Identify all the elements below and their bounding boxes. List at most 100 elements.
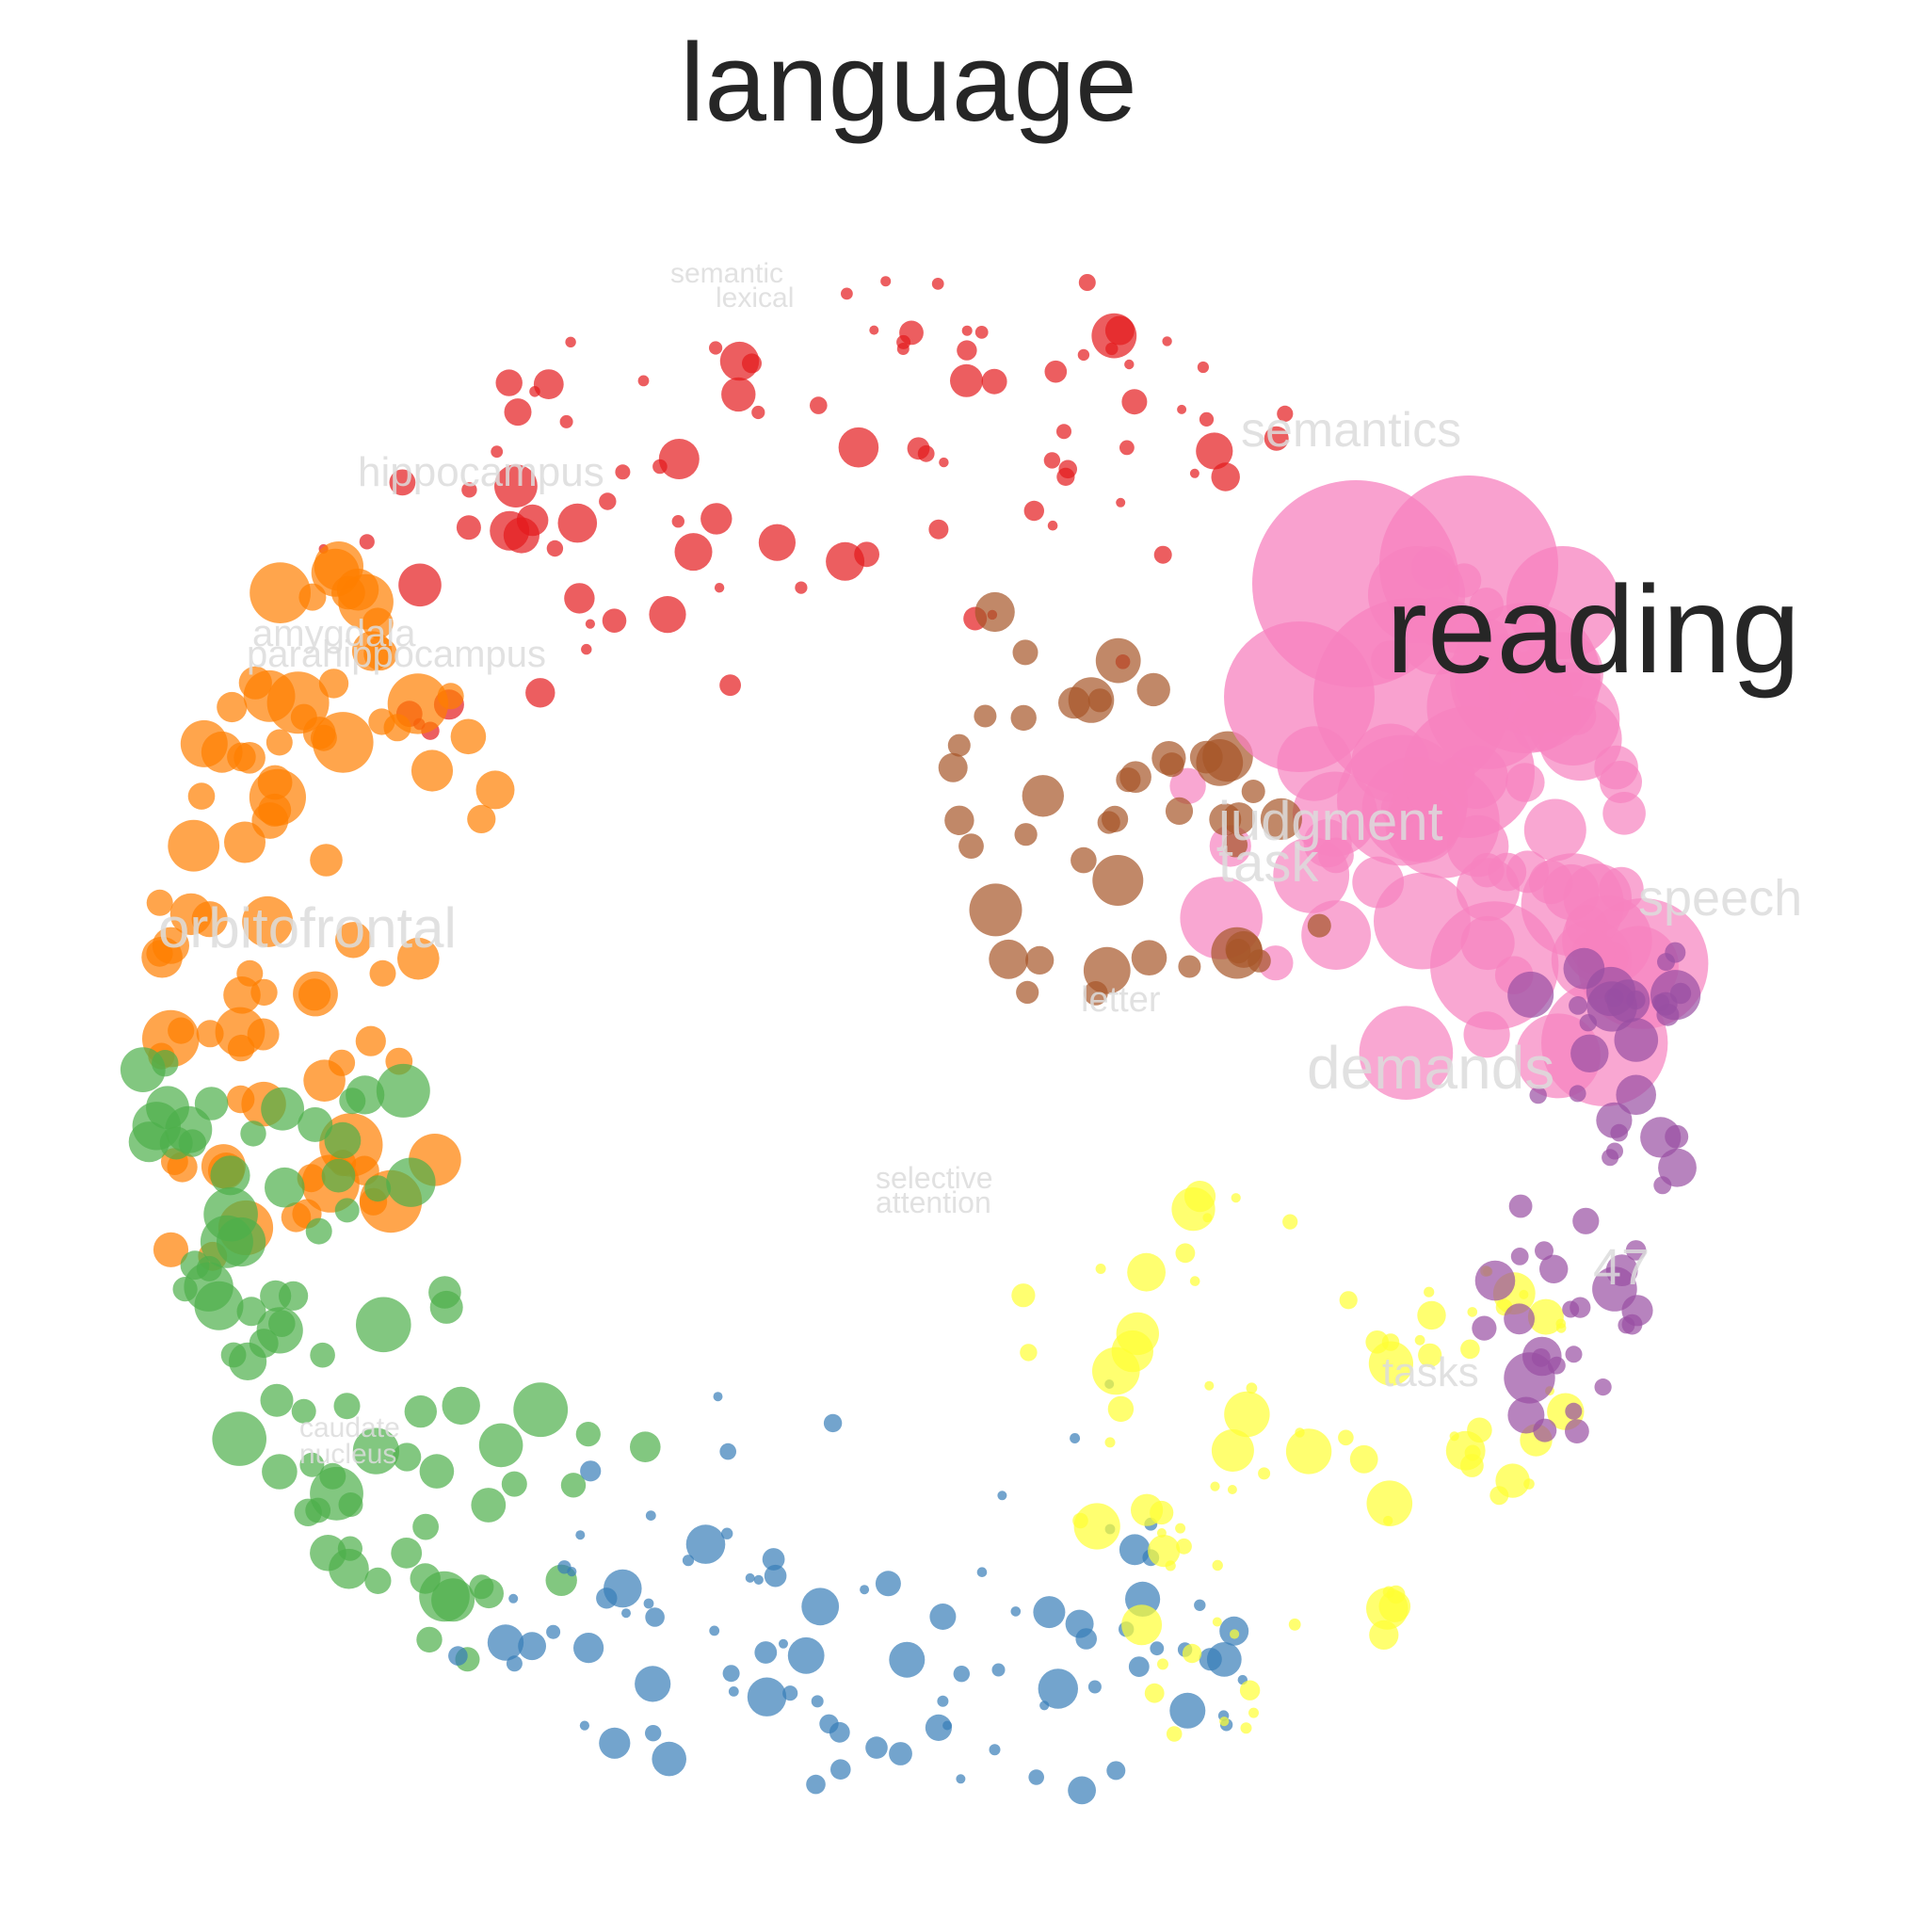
bubble-red: [1104, 315, 1135, 346]
bubble-red: [557, 503, 598, 543]
term-label-attention: attention: [876, 1185, 991, 1219]
bubble-blue: [754, 1641, 778, 1664]
bubble-orange: [196, 1020, 224, 1048]
bubble-brown: [989, 939, 1029, 979]
term-label-nucleus: nucleus: [299, 1439, 396, 1470]
bubble-green: [391, 1538, 423, 1569]
bubble-orange: [411, 749, 454, 792]
bubble-purple: [1507, 971, 1554, 1018]
bubble-blue: [1150, 1641, 1165, 1656]
bubble-red: [1121, 389, 1148, 415]
bubble-yellow: [1166, 1726, 1183, 1742]
bubble-orange: [450, 718, 487, 755]
bubble-orange: [328, 1049, 356, 1076]
term-label-demands: demands: [1307, 1034, 1554, 1102]
bubble-red: [533, 369, 564, 399]
bubble-red: [880, 276, 892, 287]
bubble-green: [442, 1386, 480, 1426]
bubble-yellow: [1092, 1346, 1140, 1395]
bubble-red: [1177, 404, 1187, 414]
bubble-blue: [722, 1665, 740, 1683]
bubble-blue: [865, 1736, 888, 1759]
bubble-pink: [1506, 850, 1549, 894]
bubble-brown: [1202, 731, 1253, 782]
bubble-blue: [1087, 1680, 1102, 1694]
bubble-red: [461, 482, 477, 498]
bubble-purple: [1565, 1346, 1583, 1363]
bubble-red: [714, 583, 725, 593]
bubble-orange: [302, 717, 336, 749]
bubble-purple: [1658, 1148, 1697, 1187]
term-label-selective: selective: [876, 1161, 993, 1195]
bubble-purple: [1539, 1254, 1569, 1284]
bubble-brown: [1087, 688, 1112, 713]
bubble-brown: [1016, 980, 1039, 1004]
bubble-red: [1124, 359, 1135, 370]
bubble-red: [751, 405, 765, 420]
bubble-red: [950, 363, 983, 397]
bubble-yellow: [1467, 1307, 1478, 1317]
bubble-yellow: [1366, 1480, 1413, 1526]
bubble-red: [1277, 405, 1294, 422]
bubble-brown: [1178, 955, 1201, 978]
bubble-red: [742, 353, 762, 374]
bubble-purple: [1621, 1314, 1643, 1335]
bubble-pink: [1318, 837, 1354, 874]
bubble-orange: [146, 889, 173, 916]
bubble-brown: [1222, 802, 1255, 835]
bubble-orange: [146, 940, 173, 967]
bubble-yellow: [1248, 1707, 1259, 1718]
bubble-purple: [1640, 1117, 1682, 1158]
bubble-green: [501, 1471, 527, 1497]
bubble-green: [419, 1454, 455, 1489]
bubble-yellow: [1182, 1643, 1202, 1664]
bubble-green: [416, 1626, 443, 1653]
bubble-red: [456, 515, 481, 540]
bubble-green: [356, 1297, 411, 1353]
bubble-purple: [1586, 966, 1635, 1017]
bubble-red: [719, 674, 741, 697]
bubble-green: [132, 1102, 181, 1151]
bubble-blue: [956, 1774, 966, 1784]
bubble-red: [917, 444, 935, 462]
bubble-pink: [1523, 798, 1586, 862]
bubble-pink: [1169, 767, 1206, 804]
bubble-purple: [1533, 1418, 1557, 1443]
bubble-purple: [1605, 1254, 1638, 1286]
bubble-blue: [580, 1460, 602, 1482]
bubble-red: [599, 492, 617, 510]
bubble-green: [419, 1571, 470, 1622]
term-label-amygdala: amygdala: [252, 613, 416, 654]
term-label-caudate: caudate: [299, 1412, 400, 1443]
bubble-orange: [355, 1025, 386, 1056]
bubble-green: [260, 1280, 292, 1312]
bubble-yellow: [1339, 1291, 1358, 1310]
bubble-orange: [397, 937, 440, 980]
bubble-purple: [1570, 1034, 1609, 1073]
bubble-orange: [217, 691, 248, 723]
bubble-blue: [997, 1491, 1007, 1501]
bubble-red: [525, 678, 555, 708]
bubble-brown: [947, 733, 971, 757]
bubble-red: [1211, 462, 1240, 492]
bubble-purple: [1565, 1419, 1589, 1443]
bubble-yellow: [1368, 1341, 1413, 1386]
bubble-yellow: [1467, 1417, 1492, 1443]
bubble-blue: [1119, 1534, 1151, 1566]
bubble-brown: [1260, 798, 1302, 840]
bubble-green: [305, 1217, 332, 1245]
bubble-yellow: [1116, 1312, 1160, 1356]
bubble-yellow: [1211, 1429, 1254, 1472]
bubble-purple: [1606, 1142, 1623, 1160]
bubble-red: [1023, 500, 1045, 522]
bubble-green: [333, 1393, 361, 1420]
bubble-yellow: [1212, 1617, 1222, 1627]
bubble-red: [1162, 336, 1172, 347]
bubble-blue: [719, 1443, 736, 1460]
bubble-blue: [1070, 1433, 1081, 1443]
bubble-red: [838, 427, 879, 468]
bubble-orange: [224, 821, 266, 863]
bubble-red: [1196, 432, 1233, 470]
bubble-yellow: [1417, 1300, 1446, 1330]
